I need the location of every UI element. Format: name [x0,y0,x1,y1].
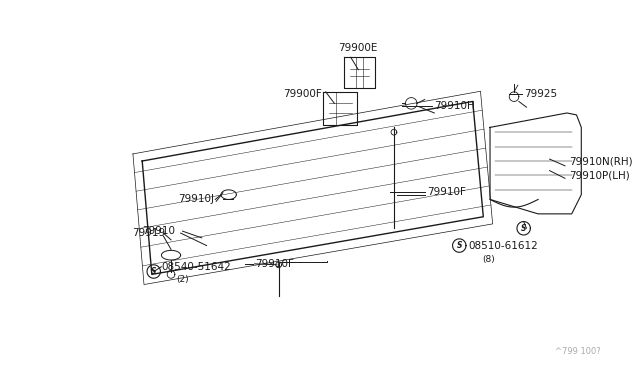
Text: 79900E: 79900E [338,44,378,54]
Text: 79919: 79919 [132,228,166,238]
Text: 79910N(RH): 79910N(RH) [569,156,632,166]
Text: 79910F: 79910F [427,187,465,197]
Text: (8): (8) [483,256,495,264]
Text: 79925: 79925 [524,89,557,99]
Text: S: S [521,224,527,233]
Text: S: S [456,241,462,250]
Text: 79910: 79910 [142,226,175,236]
Text: 79910F: 79910F [255,259,294,269]
Text: 08510-61612: 08510-61612 [468,241,538,251]
Text: 08540-51642: 08540-51642 [161,262,231,272]
Text: S: S [151,267,157,276]
Text: 79910P(LH): 79910P(LH) [569,170,630,180]
Text: (2): (2) [176,275,188,284]
Text: 79910J: 79910J [178,195,214,205]
Text: 79900F: 79900F [284,89,322,99]
Text: ^799 100?: ^799 100? [555,347,600,356]
Text: 79910H: 79910H [435,101,475,111]
